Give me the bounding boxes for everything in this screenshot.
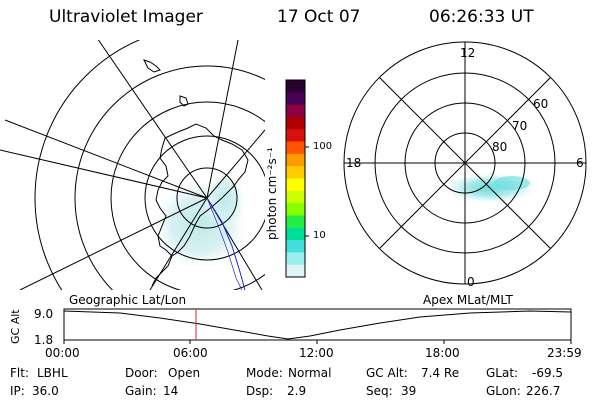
satellite-track xyxy=(206,197,246,290)
colorbar-label-100: 100 xyxy=(313,141,333,152)
colorbar-band xyxy=(286,141,305,155)
mlt-label-6: 6 xyxy=(576,156,584,170)
date-label: 17 Oct 07 xyxy=(277,7,361,27)
colorbar-band xyxy=(286,80,305,93)
gain-value: 14 xyxy=(163,384,179,398)
mlat-label-80: 80 xyxy=(492,140,508,154)
polar-grid-lines xyxy=(344,42,586,284)
flt-key: Flt: xyxy=(10,366,29,380)
timeline-plot xyxy=(63,308,572,344)
altitude-curve xyxy=(63,310,572,340)
glon-key: GLon: xyxy=(486,384,521,398)
mlt-label-12: 12 xyxy=(460,46,476,60)
colorbar-band xyxy=(286,190,305,204)
glat-value: -69.5 xyxy=(532,366,564,380)
polar-plot xyxy=(343,41,587,285)
mlt-label-18: 18 xyxy=(346,156,362,170)
x-tick-0000: 00:00 xyxy=(45,346,80,360)
satellite-track-2 xyxy=(206,197,243,290)
colorbar-unit-label: photon cm⁻²s⁻¹ xyxy=(265,147,279,240)
gain-key: Gain: xyxy=(125,384,157,398)
x-tick-1800: 18:00 xyxy=(425,346,460,360)
colorbar-band xyxy=(286,215,305,229)
y-tick-9: 9.0 xyxy=(34,307,54,321)
island-outline xyxy=(143,59,161,73)
door-value: Open xyxy=(168,366,201,380)
colorbar-label-10: 10 xyxy=(313,230,326,241)
antarctica-coastline xyxy=(155,123,249,257)
colorbar-band xyxy=(286,227,305,241)
instrument-title: Ultraviolet Imager xyxy=(49,7,203,27)
flt-value: LBHL xyxy=(37,366,68,380)
gc-alt-axis-label: GC Alt xyxy=(9,309,22,344)
latitude-circles xyxy=(34,40,265,290)
glon-value: 226.7 xyxy=(526,384,561,398)
ip-key: IP: xyxy=(10,384,25,398)
ip-value: 36.0 xyxy=(32,384,59,398)
colorbar-band xyxy=(286,240,305,253)
colorbar-band xyxy=(286,92,305,106)
peninsula-outline xyxy=(151,255,173,287)
mlat-label-60: 60 xyxy=(533,97,549,111)
time-label: 06:26:33 UT xyxy=(429,7,534,27)
colorbar xyxy=(285,79,309,278)
colorbar-band xyxy=(286,104,305,118)
mode-key: Mode: xyxy=(246,366,283,380)
colorbar-band xyxy=(286,129,305,143)
colorbar-frame xyxy=(285,79,306,278)
colorbar-band xyxy=(286,178,305,192)
seq-key: Seq: xyxy=(366,384,393,398)
apex-label: Apex MLat/MLT xyxy=(423,293,513,307)
geographic-label: Geographic Lat/Lon xyxy=(69,293,187,307)
y-tick-1-8: 1.8 xyxy=(34,333,54,347)
mlt-label-0: 0 xyxy=(467,275,475,289)
x-tick-0600: 06:00 xyxy=(173,346,208,360)
colorbar-band xyxy=(286,252,305,266)
gcalt-value: 7.4 Re xyxy=(421,366,460,380)
mlat-label-70: 70 xyxy=(512,119,528,133)
timeline-frame xyxy=(63,308,572,341)
gcalt-key: GC Alt: xyxy=(366,366,408,380)
aurora-bright-spot xyxy=(494,176,530,190)
dsp-key: Dsp: xyxy=(246,384,274,398)
x-tick-2359: 23:59 xyxy=(547,346,582,360)
geographic-map xyxy=(0,40,265,290)
glat-key: GLat: xyxy=(486,366,519,380)
colorbar-gradient xyxy=(286,80,305,278)
colorbar-band xyxy=(286,166,305,179)
colorbar-band xyxy=(286,264,305,278)
island-outline-2 xyxy=(179,95,189,107)
timeline-x-ticks xyxy=(63,340,572,344)
mode-value: Normal xyxy=(288,366,332,380)
colorbar-band xyxy=(286,153,305,167)
dsp-value: 2.9 xyxy=(287,384,307,398)
x-tick-1200: 12:00 xyxy=(299,346,334,360)
door-key: Door: xyxy=(125,366,158,380)
colorbar-band xyxy=(286,203,305,216)
colorbar-band xyxy=(286,116,305,130)
seq-value: 39 xyxy=(401,384,417,398)
